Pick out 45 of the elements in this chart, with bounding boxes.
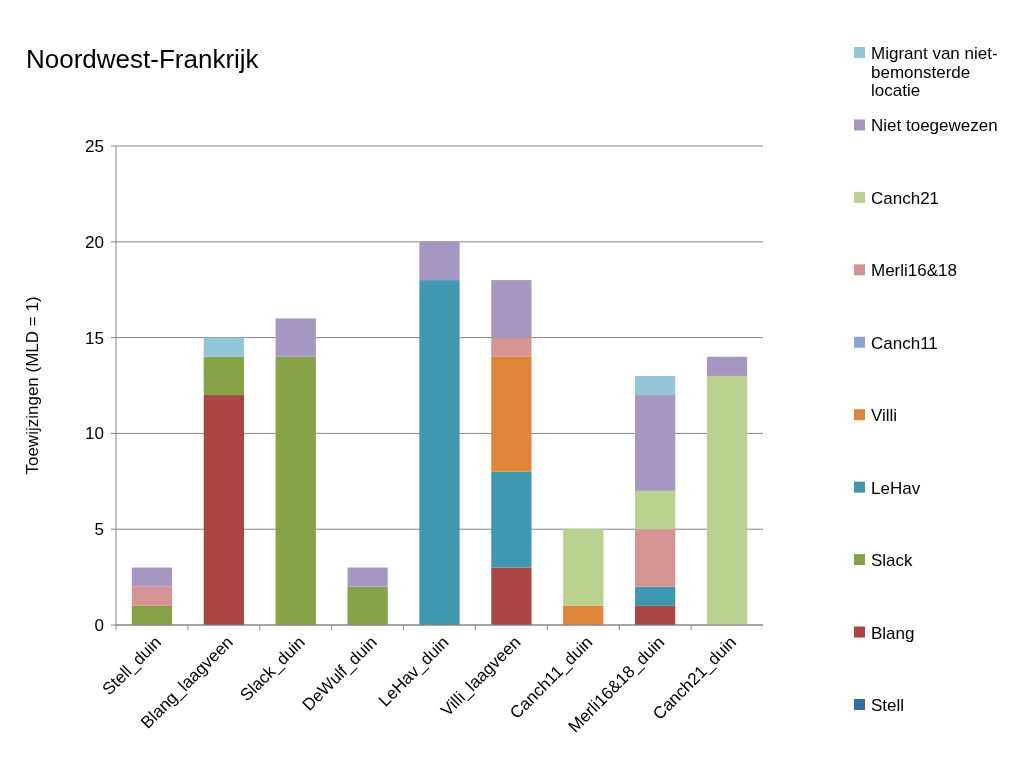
bar [347, 586, 388, 625]
legend-label: Stell [871, 695, 905, 715]
bar [347, 567, 388, 587]
bar [275, 318, 316, 357]
bar [203, 356, 244, 396]
bar [131, 567, 173, 587]
bar [491, 567, 532, 625]
legend-label: Villi [871, 406, 898, 426]
bar [635, 490, 676, 530]
bar [275, 356, 316, 625]
bar [491, 337, 532, 357]
bar [131, 605, 173, 625]
bar [635, 586, 676, 606]
bar [419, 241, 460, 281]
bar [706, 375, 748, 625]
bar [491, 356, 532, 472]
bar [491, 471, 532, 568]
y-tick-label: 15 [85, 328, 104, 348]
y-axis-title: Toewijzingen (MLD = 1) [23, 296, 42, 475]
bar [419, 280, 460, 625]
legend-label: Niet toegewezen [871, 116, 998, 136]
bar [635, 395, 676, 491]
bar [131, 586, 173, 606]
y-tick-label: 0 [94, 615, 104, 635]
y-tick-label: 10 [85, 424, 104, 444]
legend-label: Blang [871, 623, 915, 643]
legend-label: LeHav [871, 478, 921, 498]
bar [203, 395, 244, 625]
y-tick-label: 20 [85, 232, 104, 252]
bar [563, 605, 604, 625]
bar [635, 605, 676, 625]
bar [706, 356, 748, 376]
legend-label: Migrant van niet-bemonsterde locatie [871, 43, 998, 101]
legend-label: Canch21 [871, 188, 940, 208]
legend-label: Canch11 [871, 333, 938, 353]
legend-label: Merli16&18 [871, 261, 957, 281]
bar [635, 529, 676, 587]
bar [635, 375, 676, 396]
y-tick-label: 25 [85, 136, 104, 156]
bar [491, 280, 532, 338]
chart-title: Noordwest-Frankrijk [26, 44, 260, 74]
y-tick-label: 5 [94, 520, 104, 540]
bar [203, 337, 244, 357]
legend-label: Slack [871, 551, 914, 571]
bar [563, 529, 604, 606]
